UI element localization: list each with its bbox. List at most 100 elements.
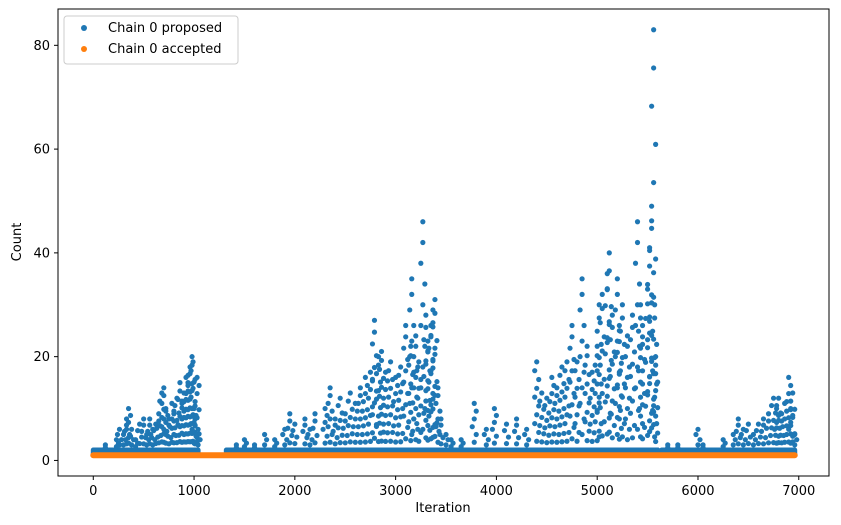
- proposed-point: [364, 382, 370, 389]
- proposed-point: [651, 179, 657, 186]
- proposed-point: [406, 362, 412, 368]
- proposed-point: [566, 429, 572, 436]
- proposed-point: [579, 338, 585, 344]
- proposed-point: [644, 286, 651, 292]
- proposed-point: [624, 437, 631, 443]
- proposed-point: [116, 442, 123, 448]
- proposed-point: [128, 426, 135, 432]
- proposed-point: [579, 385, 585, 391]
- proposed-point: [642, 403, 649, 409]
- legend-marker-accepted: [81, 46, 87, 52]
- proposed-point: [624, 333, 631, 339]
- proposed-point: [189, 354, 195, 360]
- proposed-point: [602, 399, 608, 405]
- proposed-point: [788, 382, 794, 389]
- proposed-point: [750, 442, 757, 448]
- proposed-point: [376, 420, 383, 426]
- proposed-point: [524, 442, 530, 448]
- proposed-point: [380, 429, 387, 435]
- proposed-point: [413, 333, 419, 339]
- proposed-point: [629, 361, 636, 367]
- proposed-point: [469, 424, 475, 430]
- proposed-point: [373, 371, 380, 377]
- proposed-point: [767, 432, 774, 439]
- proposed-point: [765, 411, 772, 417]
- proposed-point: [395, 407, 401, 413]
- proposed-point: [653, 438, 659, 445]
- legend-marker-proposed: [81, 25, 87, 31]
- proposed-point: [617, 407, 623, 414]
- proposed-point: [745, 421, 751, 427]
- proposed-point: [428, 371, 434, 377]
- proposed-point: [174, 417, 180, 424]
- proposed-point: [196, 407, 202, 413]
- proposed-point: [359, 408, 365, 414]
- proposed-point: [165, 412, 171, 419]
- proposed-point: [559, 414, 565, 420]
- proposed-point: [782, 416, 788, 422]
- proposed-point: [380, 402, 387, 408]
- proposed-point: [411, 322, 417, 329]
- proposed-point: [307, 442, 313, 448]
- proposed-point: [596, 394, 602, 400]
- proposed-point: [582, 419, 588, 425]
- proposed-point: [125, 419, 132, 425]
- proposed-point: [411, 385, 417, 391]
- proposed-point: [123, 426, 130, 432]
- proposed-point: [375, 362, 382, 368]
- proposed-point: [551, 407, 557, 413]
- proposed-point: [598, 341, 604, 347]
- proposed-point: [418, 403, 424, 409]
- proposed-point: [443, 442, 449, 448]
- proposed-point: [432, 345, 438, 351]
- proposed-point: [559, 364, 565, 370]
- proposed-point: [609, 361, 615, 367]
- proposed-point: [594, 343, 600, 349]
- x-tick-label: 2000: [278, 484, 311, 499]
- proposed-point: [730, 442, 736, 448]
- proposed-point: [194, 415, 200, 421]
- proposed-point: [642, 359, 649, 365]
- proposed-point: [536, 429, 542, 436]
- proposed-point: [564, 438, 570, 444]
- proposed-point: [289, 432, 295, 439]
- proposed-point: [302, 422, 308, 428]
- proposed-point: [354, 431, 360, 438]
- proposed-point: [652, 434, 658, 440]
- proposed-point: [649, 218, 655, 224]
- proposed-point: [607, 410, 613, 416]
- proposed-point: [760, 441, 767, 447]
- proposed-point: [758, 428, 765, 434]
- proposed-point: [137, 440, 143, 447]
- proposed-point: [577, 354, 583, 360]
- proposed-point: [290, 427, 296, 434]
- proposed-point: [362, 390, 368, 397]
- proposed-point: [312, 418, 318, 424]
- proposed-point: [385, 368, 392, 374]
- proposed-point: [637, 413, 644, 419]
- proposed-point: [569, 334, 575, 340]
- y-tick-label: 40: [33, 246, 50, 261]
- proposed-point: [776, 395, 782, 401]
- proposed-point: [369, 412, 376, 418]
- proposed-point: [329, 408, 335, 414]
- proposed-point: [584, 343, 590, 349]
- x-tick-label: 0: [89, 484, 97, 499]
- proposed-point: [190, 385, 196, 391]
- proposed-point: [582, 362, 588, 368]
- proposed-point: [503, 440, 510, 447]
- proposed-point: [547, 399, 553, 405]
- proposed-point: [522, 431, 528, 438]
- proposed-point: [387, 438, 394, 444]
- proposed-point: [126, 431, 133, 438]
- proposed-point: [596, 428, 602, 434]
- y-tick-label: 20: [33, 350, 50, 365]
- proposed-point: [551, 382, 557, 389]
- proposed-point: [601, 376, 607, 382]
- proposed-point: [655, 405, 661, 411]
- proposed-point: [581, 369, 587, 375]
- proposed-point: [434, 379, 440, 385]
- proposed-point: [651, 27, 657, 33]
- proposed-point: [367, 438, 374, 445]
- legend-label-accepted: Chain 0 accepted: [108, 42, 222, 57]
